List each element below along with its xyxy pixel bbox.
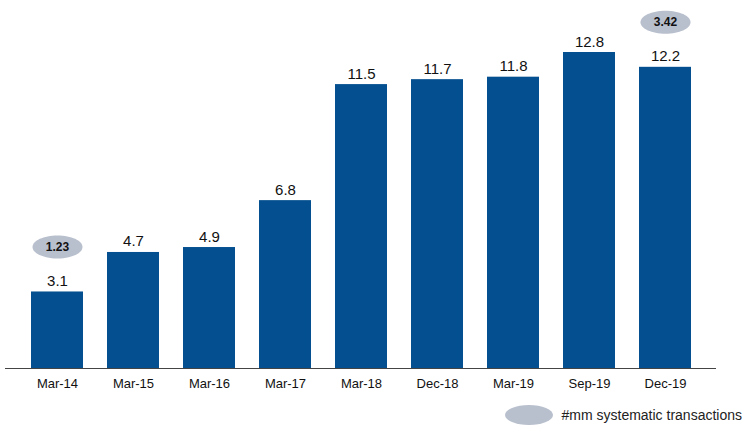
- svg-text:11.7: 11.7: [423, 60, 451, 77]
- svg-text:Mar-19: Mar-19: [493, 376, 534, 391]
- svg-text:Dec-19: Dec-19: [645, 376, 687, 391]
- svg-text:Mar-16: Mar-16: [189, 376, 230, 391]
- svg-text:Mar-15: Mar-15: [113, 376, 154, 391]
- html-text:#mm systematic transactions: #mm systematic transactions: [561, 406, 742, 423]
- svg-text:1.23: 1.23: [46, 240, 70, 254]
- svg-text:6.8: 6.8: [275, 181, 296, 198]
- svg-text:12.2: 12.2: [651, 47, 680, 64]
- svg-text:Dec-18: Dec-18: [417, 376, 459, 391]
- svg-text:Mar-18: Mar-18: [341, 376, 382, 391]
- svg-text:11.8: 11.8: [499, 57, 527, 74]
- svg-text:Mar-14: Mar-14: [37, 376, 78, 391]
- svg-text:Mar-17: Mar-17: [265, 376, 306, 391]
- svg-text:3.1: 3.1: [47, 272, 68, 289]
- svg-text:3.42: 3.42: [654, 15, 678, 29]
- svg-text:12.8: 12.8: [575, 33, 604, 50]
- svg-text:11.5: 11.5: [347, 65, 375, 82]
- svg-text:Sep-19: Sep-19: [569, 376, 611, 391]
- svg-text:4.9: 4.9: [199, 228, 220, 245]
- svg-text:4.7: 4.7: [123, 232, 144, 249]
